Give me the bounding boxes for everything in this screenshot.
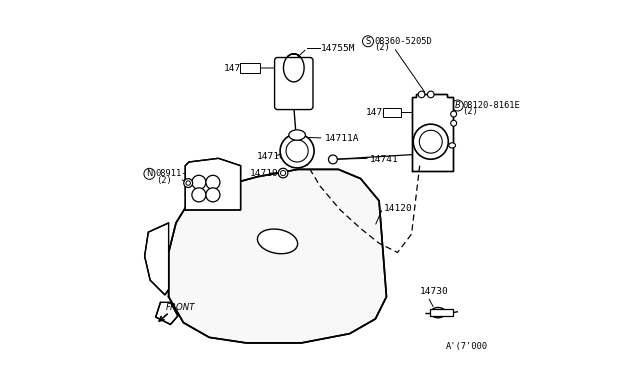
Circle shape xyxy=(280,170,285,176)
Circle shape xyxy=(428,91,434,98)
Text: S: S xyxy=(365,37,371,46)
Text: 08120-8161E: 08120-8161E xyxy=(463,101,520,110)
Text: 14750: 14750 xyxy=(224,64,253,73)
Text: (2): (2) xyxy=(156,176,172,185)
Ellipse shape xyxy=(286,140,308,162)
Text: 14719: 14719 xyxy=(250,169,278,177)
Text: 14120: 14120 xyxy=(383,203,412,213)
Circle shape xyxy=(186,181,191,185)
Ellipse shape xyxy=(449,143,456,148)
Ellipse shape xyxy=(419,130,442,153)
Circle shape xyxy=(206,175,220,189)
Ellipse shape xyxy=(289,130,305,140)
Text: 14730: 14730 xyxy=(420,287,449,296)
Polygon shape xyxy=(145,223,168,295)
FancyArrowPatch shape xyxy=(159,314,167,321)
Text: A'(7'000: A'(7'000 xyxy=(446,342,488,351)
Text: (2): (2) xyxy=(463,107,478,116)
Circle shape xyxy=(192,188,206,202)
Bar xyxy=(239,63,260,73)
Text: 14711A: 14711A xyxy=(324,134,359,142)
Text: 14741: 14741 xyxy=(370,155,399,164)
Bar xyxy=(383,108,401,117)
Circle shape xyxy=(278,168,288,178)
Text: 08360-5205D: 08360-5205D xyxy=(374,37,432,46)
Circle shape xyxy=(451,120,456,126)
Text: (2): (2) xyxy=(374,43,390,52)
Circle shape xyxy=(328,155,337,164)
Polygon shape xyxy=(168,169,387,343)
Circle shape xyxy=(184,179,193,187)
Ellipse shape xyxy=(431,308,445,318)
Text: 14745: 14745 xyxy=(366,108,394,117)
Ellipse shape xyxy=(257,229,298,254)
Text: 14755M: 14755M xyxy=(321,44,356,53)
Text: 08911-2081A: 08911-2081A xyxy=(156,169,214,178)
Circle shape xyxy=(192,175,206,189)
Ellipse shape xyxy=(280,134,314,168)
Circle shape xyxy=(451,111,456,117)
Circle shape xyxy=(418,91,425,98)
Ellipse shape xyxy=(413,124,448,159)
Text: FRONT: FRONT xyxy=(166,303,196,312)
Text: N: N xyxy=(146,169,152,178)
Polygon shape xyxy=(156,302,178,324)
FancyBboxPatch shape xyxy=(275,58,313,110)
Text: 14711C: 14711C xyxy=(185,163,220,172)
Bar xyxy=(430,310,453,316)
Polygon shape xyxy=(412,94,453,171)
Polygon shape xyxy=(185,158,241,210)
Circle shape xyxy=(206,188,220,202)
Text: 14710: 14710 xyxy=(257,152,286,161)
Text: B: B xyxy=(455,101,461,110)
